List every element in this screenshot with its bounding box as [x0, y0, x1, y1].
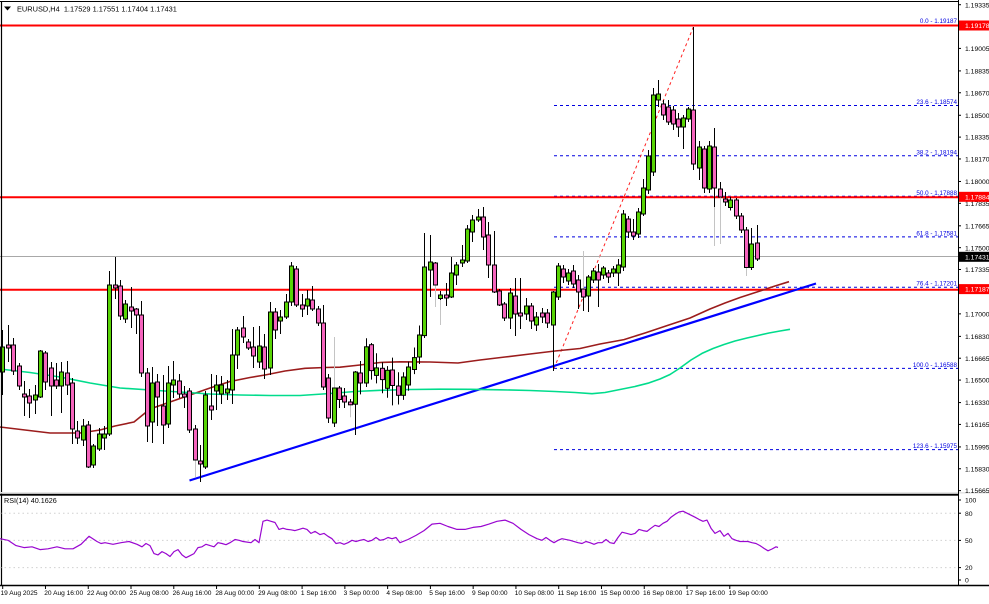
- svg-text:4 Sep 08:00: 4 Sep 08:00: [386, 590, 422, 597]
- svg-text:20: 20: [965, 565, 973, 572]
- svg-text:1.17884: 1.17884: [965, 194, 989, 201]
- svg-text:1.18500: 1.18500: [965, 113, 989, 120]
- svg-text:1.18335: 1.18335: [965, 135, 989, 142]
- svg-text:1 Sep 16:00: 1 Sep 16:00: [301, 590, 337, 597]
- svg-text:1.19335: 1.19335: [965, 2, 989, 9]
- svg-text:1.16500: 1.16500: [965, 378, 989, 385]
- svg-text:1.18670: 1.18670: [965, 90, 989, 97]
- svg-text:3 Sep 00:00: 3 Sep 00:00: [344, 590, 380, 597]
- svg-text:0: 0: [965, 578, 969, 585]
- svg-text:1.17187: 1.17187: [965, 287, 989, 294]
- svg-text:0.0 - 1.19187: 0.0 - 1.19187: [920, 18, 958, 25]
- svg-text:16 Sep 08:00: 16 Sep 08:00: [643, 590, 683, 597]
- svg-text:1.15830: 1.15830: [965, 466, 989, 473]
- svg-text:50.0 - 1.17888: 50.0 - 1.17888: [916, 190, 957, 197]
- svg-text:EURUSD,H4 1.17529 1.17551 1.1: EURUSD,H4 1.17529 1.17551 1.17404 1.1743…: [17, 5, 177, 14]
- svg-text:1.17431: 1.17431: [965, 254, 989, 261]
- svg-text:RSI(14) 40.1626: RSI(14) 40.1626: [4, 496, 57, 505]
- svg-text:9 Sep 00:00: 9 Sep 00:00: [472, 590, 508, 597]
- svg-text:100: 100: [965, 498, 977, 505]
- svg-text:19 Sep 00:00: 19 Sep 00:00: [729, 590, 769, 597]
- svg-text:1.16665: 1.16665: [965, 356, 989, 363]
- svg-text:80: 80: [965, 511, 973, 518]
- svg-text:1.17500: 1.17500: [965, 245, 989, 252]
- svg-text:1.15995: 1.15995: [965, 445, 989, 452]
- svg-text:5 Sep 16:00: 5 Sep 16:00: [429, 590, 465, 597]
- svg-text:23.6 - 1.18574: 23.6 - 1.18574: [916, 99, 957, 106]
- svg-text:123.6 - 1.15975: 123.6 - 1.15975: [913, 443, 958, 450]
- svg-text:26 Aug 16:00: 26 Aug 16:00: [173, 590, 212, 597]
- svg-text:1.16830: 1.16830: [965, 334, 989, 341]
- svg-text:1.18000: 1.18000: [965, 179, 989, 186]
- svg-text:1.17000: 1.17000: [965, 311, 989, 318]
- svg-text:1.19005: 1.19005: [965, 46, 989, 53]
- svg-text:1.17335: 1.17335: [965, 267, 989, 274]
- svg-text:1.18835: 1.18835: [965, 69, 989, 76]
- svg-text:61.8 - 1.17581: 61.8 - 1.17581: [916, 230, 957, 237]
- svg-text:19 Aug 2025: 19 Aug 2025: [1, 590, 38, 597]
- svg-text:1.19178: 1.19178: [965, 23, 989, 30]
- svg-text:20 Aug 16:00: 20 Aug 16:00: [44, 590, 83, 597]
- svg-text:29 Aug 08:00: 29 Aug 08:00: [258, 590, 297, 597]
- svg-text:100.0 - 1.16588: 100.0 - 1.16588: [913, 362, 958, 369]
- svg-text:25 Aug 08:00: 25 Aug 08:00: [130, 590, 169, 597]
- svg-text:15 Sep 00:00: 15 Sep 00:00: [600, 590, 640, 597]
- svg-text:38.2 - 1.18194: 38.2 - 1.18194: [916, 149, 957, 156]
- svg-text:10 Sep 08:00: 10 Sep 08:00: [515, 590, 555, 597]
- svg-text:28 Aug 00:00: 28 Aug 00:00: [215, 590, 254, 597]
- svg-text:76.4 - 1.17201: 76.4 - 1.17201: [916, 281, 957, 288]
- svg-text:22 Aug 00:00: 22 Aug 00:00: [87, 590, 126, 597]
- svg-text:1.17665: 1.17665: [965, 223, 989, 230]
- svg-text:17 Sep 16:00: 17 Sep 16:00: [686, 590, 726, 597]
- svg-text:1.15665: 1.15665: [965, 488, 989, 495]
- svg-text:1.16330: 1.16330: [965, 400, 989, 407]
- svg-text:1.18170: 1.18170: [965, 157, 989, 164]
- svg-text:1.17835: 1.17835: [965, 201, 989, 208]
- svg-text:50: 50: [965, 538, 973, 545]
- svg-text:11 Sep 16:00: 11 Sep 16:00: [558, 590, 597, 597]
- svg-text:1.16165: 1.16165: [965, 422, 989, 429]
